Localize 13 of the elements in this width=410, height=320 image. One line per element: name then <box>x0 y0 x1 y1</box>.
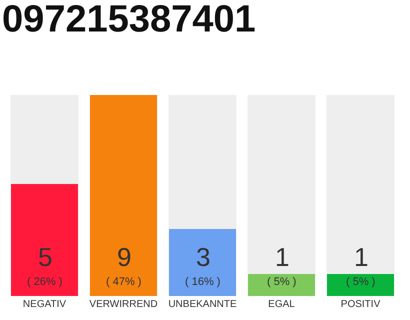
x-tick-label: EGAL <box>268 299 296 310</box>
bar <box>327 274 394 296</box>
data-label: 1 ( 5% ) <box>267 242 296 288</box>
x-tick-label: VERWIRREND <box>89 299 158 310</box>
data-label: 1 ( 5% ) <box>346 242 376 288</box>
x-tick-label: POSITIV <box>340 299 381 310</box>
bar <box>248 274 315 296</box>
x-tick-label: NEGATIV <box>22 299 66 310</box>
x-tick-label: UNBEKANNTE <box>168 299 237 310</box>
data-label: 9 ( 47% ) <box>106 242 142 288</box>
data-label: 5 ( 26% ) <box>27 242 62 288</box>
chart-title: 097215387401 <box>2 0 256 40</box>
data-label: 3 ( 16% ) <box>185 242 220 288</box>
